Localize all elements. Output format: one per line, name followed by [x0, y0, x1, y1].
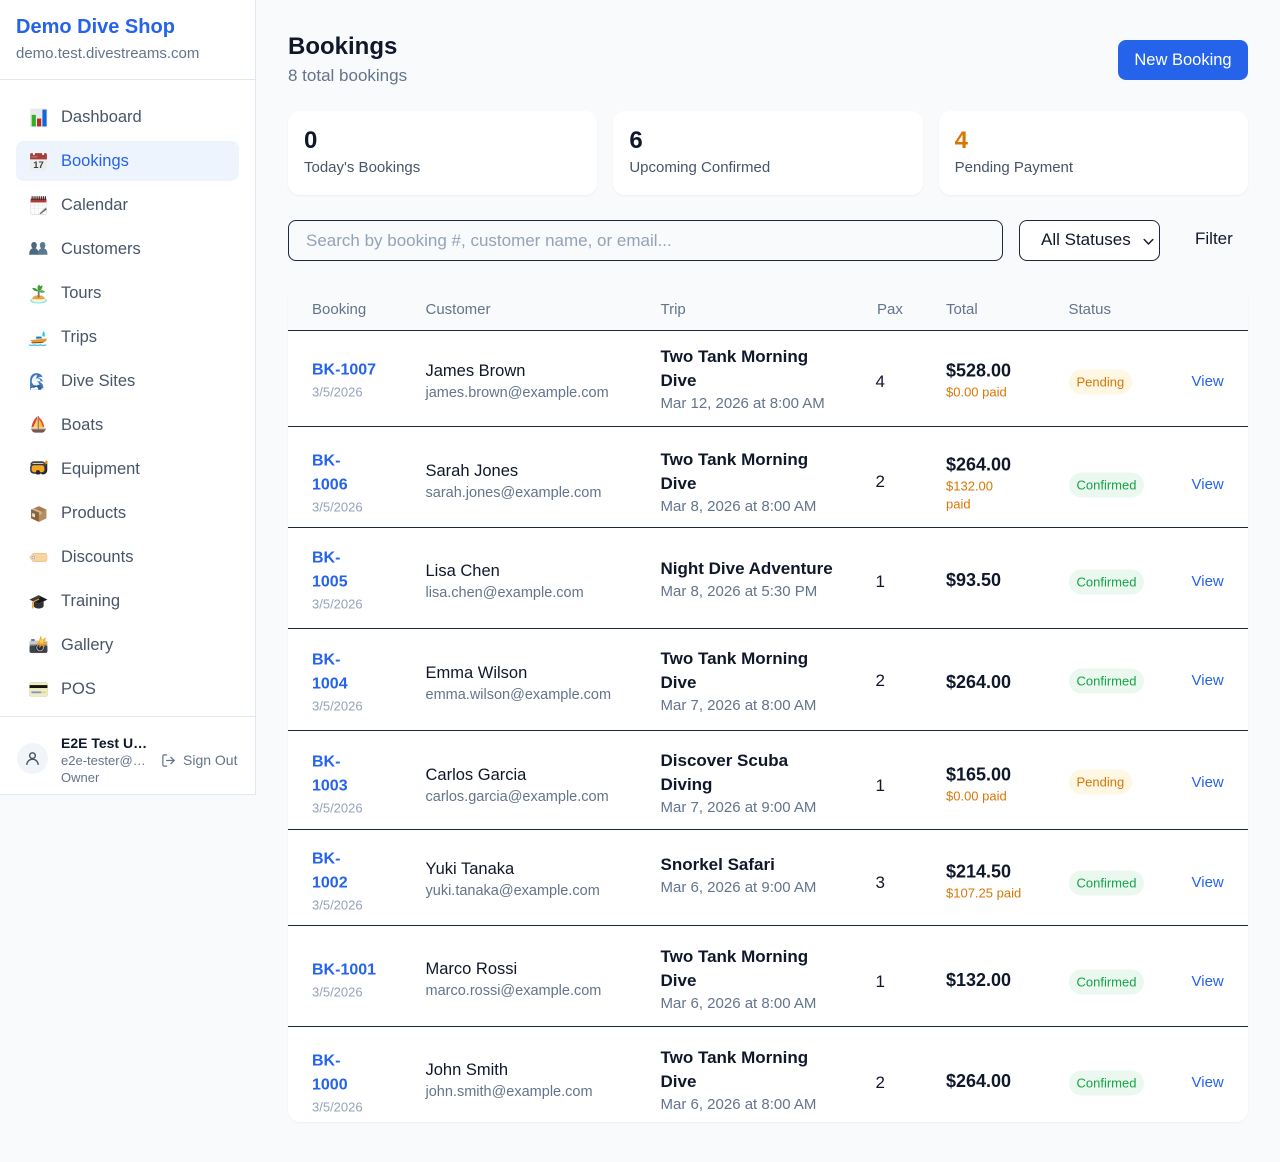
svg-text:17: 17	[33, 159, 44, 170]
